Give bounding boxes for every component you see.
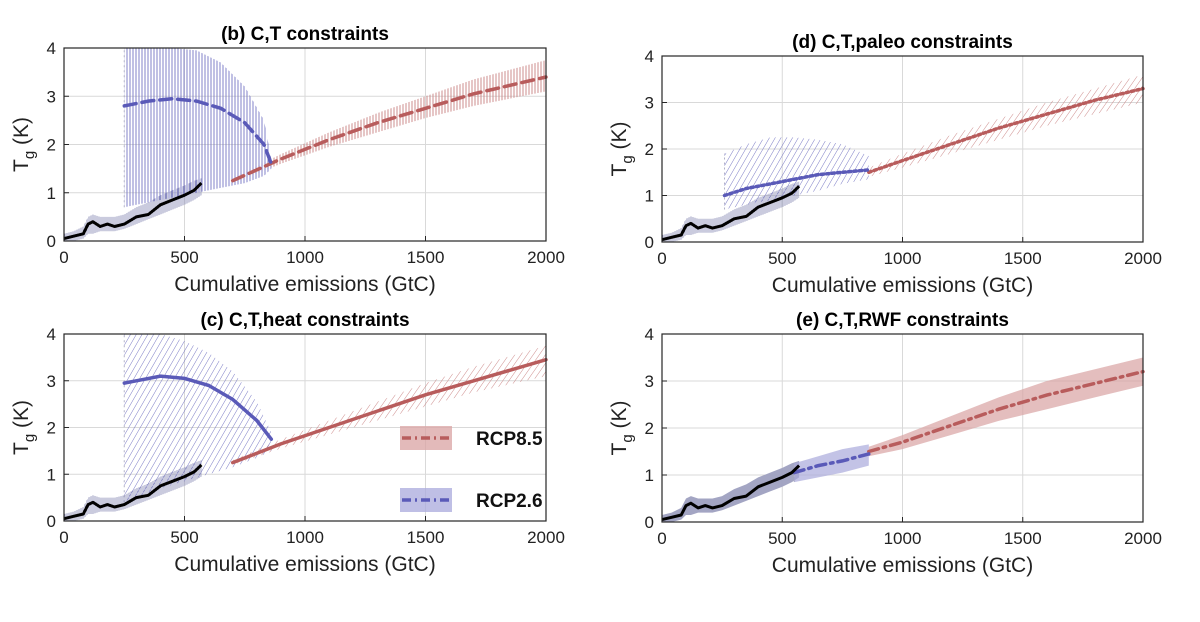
rcp26-line [792,452,871,475]
legend-rcp85-label: RCP8.5 [476,429,543,450]
y-axis-label-unit: (K) [608,401,631,435]
y-axis-label-subscript: g [619,155,636,163]
x-tick-label: 1500 [1004,249,1042,268]
y-tick-label: 3 [645,372,654,391]
rcp26-uncertainty-band [124,48,272,208]
x-tick-label: 0 [657,249,666,268]
y-tick-label: 3 [47,372,56,391]
rcp85-uncertainty-band [232,60,546,184]
panel-c-ct-heat-constraints: 0 500 1000 1500 2000 0 1 2 3 4 (c) C,T,heat constr… [10,310,565,576]
rcp26-line [122,96,274,166]
x-tick-label: 2000 [527,248,565,267]
y-tick-label: 2 [645,140,654,159]
x-tick-label: 0 [657,529,666,548]
x-axis-label: Cumulative emissions (GtC) [174,553,435,576]
x-tick-label: 500 [768,249,796,268]
y-tick-label: 1 [47,465,56,484]
rcp26-line [722,168,871,198]
x-tick-label: 2000 [1124,529,1162,548]
x-tick-label: 500 [170,248,198,267]
x-axis-label: Cumulative emissions (GtC) [772,554,1033,577]
panel-e-ct-rwf-constraints: 0 500 1000 1500 2000 0 1 2 3 4 (e) C,T,RWF constra… [608,310,1162,577]
x-tick-label: 2000 [1124,249,1162,268]
y-axis-label-unit: (K) [608,122,631,156]
y-axis-label-subscript: g [619,434,636,442]
x-axis-label: Cumulative emissions (GtC) [174,273,435,296]
y-axis-label-unit: (K) [10,400,33,434]
y-axis-label-symbol: T [10,159,33,172]
x-tick-label: 1000 [884,249,922,268]
y-axis-label-subscript: g [21,434,38,442]
rcp85-line [230,357,548,465]
y-tick-label: 4 [645,47,654,66]
x-tick-label: 1000 [286,248,324,267]
y-axis-label: Tg (K) [10,117,38,172]
x-tick-label: 1000 [884,529,922,548]
y-axis-label-unit: (K) [10,117,33,151]
historical-line [63,463,203,521]
panel-d-ct-paleo-constraints: 0 500 1000 1500 2000 0 1 2 3 4 (d) C,T,paleo const… [608,32,1162,297]
historical-line [661,464,801,522]
x-tick-label: 1000 [286,528,324,547]
y-axis-label-symbol: T [10,442,33,455]
x-tick-label: 0 [59,528,68,547]
y-tick-label: 3 [47,87,56,106]
y-tick-label: 4 [645,325,654,344]
y-tick-label: 2 [47,136,56,155]
panel-title: (e) C,T,RWF constraints [796,310,1009,331]
y-tick-label: 0 [645,233,654,252]
y-tick-label: 1 [645,187,654,206]
y-tick-label: 4 [47,39,56,58]
x-tick-label: 2000 [527,528,565,547]
y-axis-label: Tg (K) [608,401,636,456]
y-axis-label-subscript: g [21,151,38,159]
rcp85-line [867,369,1145,454]
y-axis-label-symbol: T [608,164,631,177]
legend-rcp26-label: RCP2.6 [476,491,543,512]
y-tick-label: 4 [47,325,56,344]
legend: RCP8.5 RCP2.6 [400,426,543,512]
x-tick-label: 0 [59,248,68,267]
y-tick-label: 3 [645,94,654,113]
y-tick-label: 2 [645,419,654,438]
y-axis-label-symbol: T [608,443,631,456]
panel-b-ct-constraints: 0 500 1000 1500 2000 0 1 2 3 4 (b) C,T constraints… [10,24,565,296]
x-axis-label: Cumulative emissions (GtC) [772,274,1033,297]
rcp85-line [867,86,1145,175]
x-tick-label: 500 [170,528,198,547]
panel-title: (b) C,T constraints [221,24,389,45]
panel-title: (c) C,T,heat constraints [200,310,409,331]
y-axis-label: Tg (K) [608,122,636,177]
x-tick-label: 1500 [1004,529,1042,548]
y-tick-label: 1 [47,184,56,203]
y-tick-label: 0 [645,513,654,532]
rcp26-line [122,374,274,441]
y-tick-label: 1 [645,466,654,485]
y-tick-label: 2 [47,419,56,438]
y-tick-label: 0 [47,232,56,251]
y-axis-label: Tg (K) [10,400,38,455]
x-tick-label: 1500 [407,528,445,547]
panel-title: (d) C,T,paleo constraints [792,32,1013,53]
historical-line [661,185,801,242]
rcp85-line [230,75,548,183]
historical-line [63,182,203,241]
x-tick-label: 500 [768,529,796,548]
rcp26-uncertainty-band [724,137,869,210]
x-tick-label: 1500 [407,248,445,267]
y-tick-label: 0 [47,512,56,531]
